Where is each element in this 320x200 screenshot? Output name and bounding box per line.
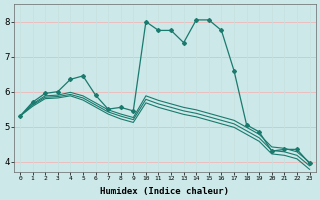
X-axis label: Humidex (Indice chaleur): Humidex (Indice chaleur)	[100, 187, 229, 196]
